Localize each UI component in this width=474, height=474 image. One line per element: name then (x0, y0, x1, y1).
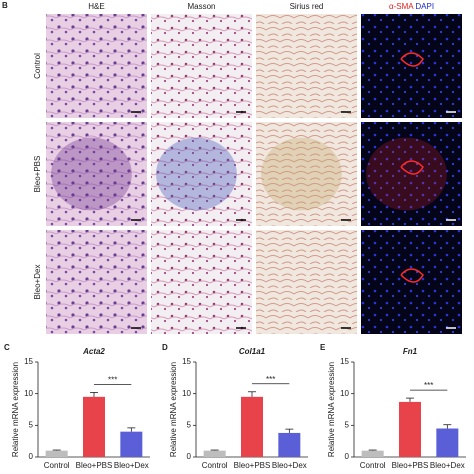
bar (361, 450, 384, 457)
column-header: Sirius red (290, 2, 324, 11)
x-tick-label: Bleo+Dex (430, 461, 465, 470)
y-tick-label: 10 (24, 389, 33, 398)
x-tick-label: Bleo+PBS (76, 461, 113, 470)
y-tick-label: 5 (187, 420, 192, 429)
panel-label: D (162, 343, 168, 352)
y-tick-label: 15 (340, 357, 349, 366)
significance-label: *** (108, 376, 117, 385)
y-tick-label: 0 (29, 452, 34, 461)
marker-label: α-SMA (389, 2, 414, 11)
bar (83, 396, 105, 457)
y-axis-label: Relative mRNA expression (169, 362, 178, 457)
x-tick-label: Bleo+PBS (392, 461, 429, 470)
significance-label: *** (424, 381, 433, 390)
micrograph (151, 14, 252, 118)
micrograph (256, 122, 357, 226)
y-tick-label: 15 (182, 357, 191, 366)
x-tick-label: Control (44, 461, 70, 470)
y-tick-label: 10 (340, 389, 349, 398)
panel-label: B (2, 1, 8, 10)
x-tick-label: Control (202, 461, 228, 470)
bar (120, 431, 143, 457)
nuclei-label: DAPI (415, 2, 434, 11)
panel-label: E (320, 343, 326, 352)
micrograph (256, 14, 357, 118)
bar-charts: C Acta2 Relative mRNA expression 0 5 10 15 Cont… (4, 343, 466, 470)
bar (436, 428, 459, 457)
micrograph (256, 230, 357, 334)
x-tick-label: Control (360, 461, 386, 470)
sma-signal (400, 52, 424, 67)
sma-signal (400, 160, 424, 175)
x-tick-label: Bleo+Dex (114, 461, 149, 470)
y-tick-label: 5 (345, 420, 350, 429)
y-tick-label: 0 (345, 452, 350, 461)
column-header: α-SMA DAPI (389, 2, 434, 11)
bar (203, 450, 226, 457)
chart-title: Fn1 (403, 347, 418, 356)
significance-label: *** (266, 375, 275, 384)
fibrotic-region (51, 137, 132, 211)
x-tick-label: Bleo+PBS (234, 461, 271, 470)
chart-title: Acta2 (82, 347, 105, 356)
fibrotic-region (261, 137, 342, 211)
y-tick-label: 10 (182, 389, 191, 398)
bar (278, 432, 301, 457)
y-tick-label: 0 (187, 452, 192, 461)
panel-label: C (4, 343, 10, 352)
y-tick-label: 5 (29, 420, 34, 429)
micrograph (151, 122, 252, 226)
fibrotic-region (156, 137, 237, 211)
y-axis-label: Relative mRNA expression (11, 362, 20, 457)
fibrotic-region (366, 137, 447, 211)
micrograph (46, 122, 147, 226)
column-header: Masson (187, 2, 215, 11)
micrograph (151, 230, 252, 334)
column-header: H&E (88, 2, 104, 11)
y-tick-label: 15 (24, 357, 33, 366)
micrograph (46, 14, 147, 118)
y-axis-label: Relative mRNA expression (327, 362, 336, 457)
sma-signal (400, 268, 424, 283)
bar (45, 450, 68, 457)
bar (241, 396, 263, 457)
micrograph (46, 230, 147, 334)
bar (399, 401, 421, 457)
micrograph-grid: H&E Masson Sirius red α-SMA DAPI Control Bleo… (33, 2, 462, 334)
row-label: Bleo+PBS (33, 156, 42, 193)
row-label: Bleo+Dex (33, 265, 42, 300)
chart-title: Col1a1 (239, 347, 266, 356)
x-tick-label: Bleo+Dex (272, 461, 307, 470)
row-label: Control (33, 53, 42, 79)
